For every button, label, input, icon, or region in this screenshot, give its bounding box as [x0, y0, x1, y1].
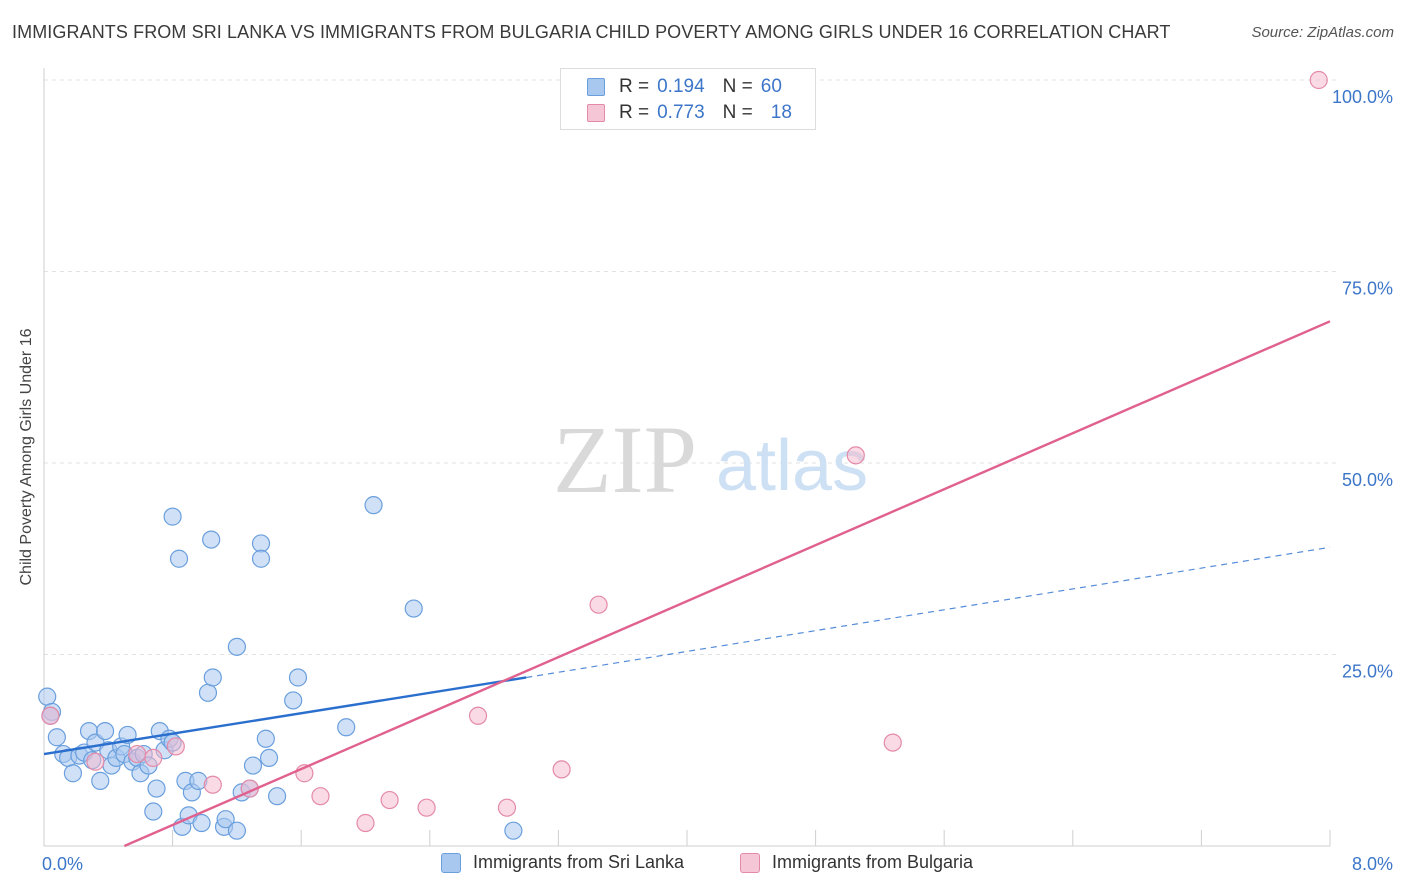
- sri-lanka-point: [95, 721, 115, 741]
- sri-lanka-point: [163, 507, 182, 526]
- bottom-legend-swatch-pink: [740, 852, 760, 873]
- source-credit: Source: ZipAtlas.com: [1251, 24, 1394, 41]
- sri-lanka-point: [259, 748, 279, 768]
- sri-lanka-point: [202, 530, 221, 549]
- bulgaria-point: [883, 733, 902, 752]
- watermark: ZIP atlas: [553, 406, 868, 513]
- sri-lanka-point: [288, 668, 308, 687]
- sri-lanka-point: [284, 691, 303, 710]
- x-tick-label: 0.0%: [42, 854, 83, 874]
- sri-lanka-point: [192, 813, 211, 833]
- sri-lanka-point: [364, 496, 383, 515]
- bulgaria-point: [356, 813, 375, 833]
- bulgaria-point: [497, 798, 517, 817]
- sri-lanka-point: [38, 687, 57, 706]
- sri-lanka-point: [227, 637, 246, 656]
- y-tick-label: 100.0%: [1332, 87, 1393, 107]
- bulgaria-point: [128, 744, 147, 764]
- bulgaria-trend-line: [123, 320, 1331, 848]
- legend-n-value: 18: [770, 102, 792, 123]
- bulgaria-point: [86, 752, 105, 771]
- sri-lanka-point: [203, 668, 222, 687]
- chart-title: IMMIGRANTS FROM SRI LANKA VS IMMIGRANTS …: [12, 22, 1171, 42]
- legend-r-value: 0.194: [657, 76, 705, 97]
- sri-lanka-point: [63, 764, 83, 783]
- sri-lanka-point: [267, 787, 287, 806]
- legend-n-value: 60: [760, 76, 782, 97]
- sri-lanka-point: [256, 729, 275, 748]
- sri-lanka-point: [144, 802, 163, 821]
- bulgaria-point: [144, 748, 163, 768]
- sri-lanka-point: [404, 599, 423, 618]
- legend-r-value: 0.773: [657, 102, 705, 123]
- sri-lanka-point: [198, 683, 218, 702]
- sri-lanka-point: [147, 779, 166, 798]
- legend-row-sri-lanka: R = 0.194 N = 60: [587, 75, 782, 99]
- legend-row-bulgaria: R = 0.773 N = 18: [587, 101, 792, 125]
- bottom-legend-bulgaria: Immigrants from Bulgaria: [740, 852, 973, 873]
- sri-lanka-point: [91, 771, 110, 790]
- stats-legend: R = 0.194 N = 60 R = 0.773 N = 18: [560, 68, 816, 130]
- y-tick-label: 75.0%: [1342, 279, 1393, 299]
- sri-lanka-point: [337, 718, 356, 737]
- sri-lanka-point: [251, 534, 271, 553]
- sri-lanka-point: [504, 821, 523, 840]
- legend-r-label: R =: [619, 76, 650, 97]
- bottom-legend-sri-lanka: Immigrants from Sri Lanka: [441, 852, 684, 873]
- bulgaria-point: [846, 446, 865, 465]
- bulgaria-point: [589, 595, 608, 614]
- bulgaria-point: [417, 798, 436, 817]
- bottom-legend-label: Immigrants from Sri Lanka: [473, 852, 685, 872]
- bottom-legend-label: Immigrants from Bulgaria: [772, 852, 974, 872]
- sri-lanka-point: [227, 821, 246, 840]
- bulgaria-point: [468, 706, 488, 725]
- y-tick-label: 25.0%: [1342, 662, 1393, 682]
- sri-lanka-point: [251, 549, 271, 568]
- sri-lanka-point: [243, 756, 263, 775]
- bulgaria-point: [311, 787, 330, 806]
- y-tick-label: 50.0%: [1342, 470, 1393, 490]
- legend-swatch-blue: [587, 78, 605, 96]
- watermark-atlas: atlas: [716, 426, 868, 506]
- legend-swatch-pink: [587, 104, 605, 122]
- bulgaria-point: [41, 706, 60, 725]
- x-tick-label: 8.0%: [1352, 854, 1393, 874]
- sri-lanka-point: [47, 728, 66, 747]
- bulgaria-point: [203, 775, 222, 794]
- legend-n-label: N =: [722, 102, 753, 123]
- bulgaria-point: [380, 790, 399, 810]
- bulgaria-point: [1309, 70, 1328, 90]
- grid-layer: [44, 79, 1340, 655]
- trend-layer: [43, 320, 1331, 848]
- sri-lanka-point: [169, 549, 189, 568]
- watermark-zip: ZIP: [553, 406, 697, 513]
- legend-r-label: R =: [619, 102, 650, 123]
- bulgaria-point: [552, 760, 571, 779]
- points-layer: [38, 70, 1328, 840]
- tick-label-layer: 25.0% 50.0% 75.0% 100.0% 0.0% 8.0%: [42, 87, 1393, 874]
- sri-lanka-trend-line: [43, 676, 527, 756]
- bulgaria-point: [166, 737, 185, 756]
- bottom-legend-swatch-blue: [441, 852, 461, 873]
- sri-lanka-trend-extension: [526, 546, 1331, 679]
- legend-n-label: N =: [722, 76, 753, 97]
- sri-lanka-point: [216, 810, 235, 829]
